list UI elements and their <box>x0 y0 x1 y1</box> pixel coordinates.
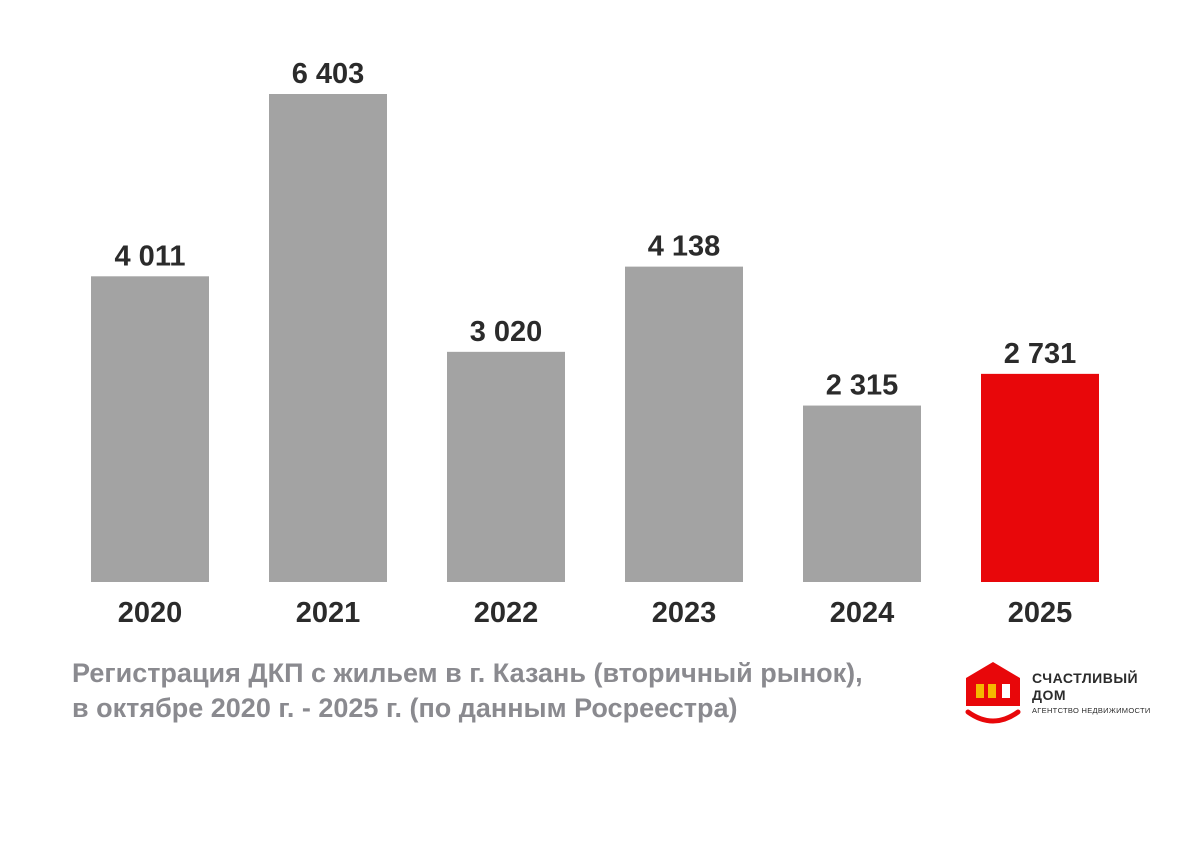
bar-chart: 4 011 2020 6 403 2021 3 020 2022 4 138 2023 2 31… <box>91 58 1099 629</box>
value-label-2023: 4 138 <box>648 231 721 263</box>
category-label-2020: 2020 <box>118 597 183 629</box>
category-label-2021: 2021 <box>296 597 361 629</box>
value-label-2022: 3 020 <box>470 316 543 348</box>
chart-caption: Регистрация ДКП с жильем в г. Казань (вт… <box>72 656 952 726</box>
bar-2022 <box>447 351 565 582</box>
value-label-2021: 6 403 <box>292 58 365 90</box>
value-label-2024: 2 315 <box>826 370 899 402</box>
bar-2021 <box>269 94 387 582</box>
caption-line-2: в октябре 2020 г. - 2025 г. (по данным Р… <box>72 693 738 723</box>
bar-2023 <box>625 266 743 582</box>
company-logo: СЧАСТЛИВЫЙ ДОМ АГЕНТСТВО НЕДВИЖИМОСТИ <box>962 660 1162 730</box>
value-label-2020: 4 011 <box>115 240 186 272</box>
bar-2025 <box>981 373 1099 582</box>
bar-2024 <box>803 405 921 582</box>
category-label-2025: 2025 <box>1008 597 1073 629</box>
logo-name-line-2: ДОМ <box>1032 687 1067 703</box>
category-label-2024: 2024 <box>830 597 895 629</box>
logo-name-line-1: СЧАСТЛИВЫЙ <box>1032 670 1139 686</box>
category-label-2023: 2023 <box>652 597 717 629</box>
bar-2020 <box>91 276 209 582</box>
value-label-2025: 2 731 <box>1004 338 1077 370</box>
logo-tagline: АГЕНТСТВО НЕДВИЖИМОСТИ <box>1032 706 1151 715</box>
caption-line-1: Регистрация ДКП с жильем в г. Казань (вт… <box>72 658 863 688</box>
category-label-2022: 2022 <box>474 597 539 629</box>
house-smile-logo-icon <box>965 662 1021 724</box>
